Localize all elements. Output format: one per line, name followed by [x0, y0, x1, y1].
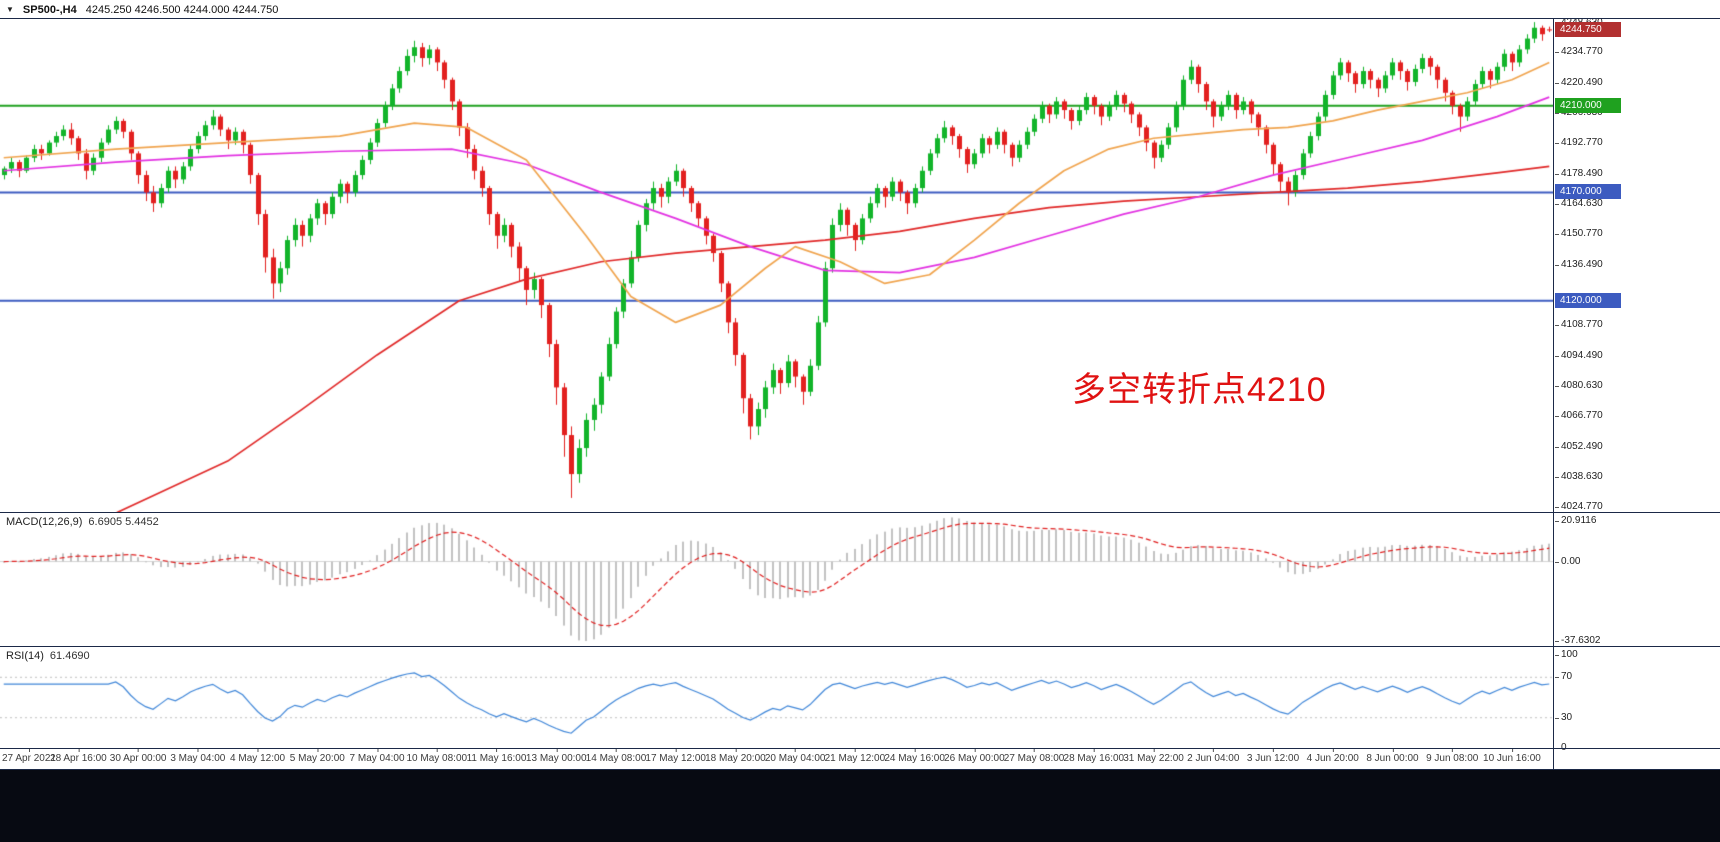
panel-separator	[0, 748, 1720, 749]
price-tick-label: 4108.770	[1555, 319, 1603, 331]
time-tick-label: 14 May 08:00	[585, 748, 647, 764]
time-tick-label: 31 May 22:00	[1123, 748, 1184, 764]
macd-values-text: 6.6905 5.4452	[88, 516, 159, 528]
time-tick-label: 21 May 12:00	[824, 748, 886, 764]
price-tick-label: 4136.490	[1555, 259, 1603, 271]
chart-annotation: 多空转折点4210	[1072, 371, 1327, 409]
price-badge-level: 4210.000	[1555, 97, 1621, 113]
rsi-tick-label: 70	[1554, 671, 1573, 683]
time-tick-label: 4 May 12:00	[230, 748, 286, 764]
price-badge-current: 4244.750	[1555, 22, 1621, 38]
time-tick-label: 24 May 16:00	[884, 748, 945, 764]
price-tick-label: 4052.490	[1555, 441, 1603, 453]
time-tick-label: 10 May 08:00	[406, 748, 468, 764]
time-tick-label: 27 Apr 2021	[2, 748, 56, 764]
time-tick-label: 7 May 04:00	[349, 748, 405, 764]
price-badge-level: 4170.000	[1555, 184, 1621, 200]
time-axis[interactable]: 27 Apr 2021 28 Apr 16:00 30 Apr 00:00 3 May…	[0, 748, 1553, 769]
time-tick-label: 8 Jun 00:00	[1366, 748, 1419, 764]
panel-separator	[0, 646, 1720, 647]
price-tick-label: 4094.490	[1555, 350, 1603, 362]
panel-separator	[0, 512, 1720, 513]
rsi-canvas[interactable]	[0, 647, 1553, 748]
time-tick-label: 13 May 00:00	[525, 748, 587, 764]
macd-canvas[interactable]	[0, 513, 1553, 646]
time-tick-label: 5 May 20:00	[289, 748, 345, 764]
price-tick-label: 4080.630	[1555, 380, 1603, 392]
time-tick-label: 18 May 20:00	[705, 748, 766, 764]
time-tick-label: 27 May 08:00	[1003, 748, 1065, 764]
macd-label-text: MACD(12,26,9)	[6, 516, 83, 528]
macd-indicator-label: MACD(12,26,9) 6.6905 5.4452	[6, 516, 159, 528]
time-tick-label: 30 Apr 00:00	[109, 748, 167, 764]
rsi-tick-label: 30	[1554, 711, 1573, 723]
time-tick-label: 2 Jun 04:00	[1187, 748, 1240, 764]
price-tick-label: 4192.770	[1555, 137, 1603, 149]
rsi-indicator-label: RSI(14) 61.4690	[6, 650, 90, 662]
rsi-tick-label: 100	[1555, 649, 1578, 660]
price-tick-label: 4150.770	[1555, 228, 1603, 240]
time-tick-label: 17 May 12:00	[645, 748, 707, 764]
price-tick-label: 4164.630	[1555, 198, 1603, 210]
macd-tick-label: 20.9116	[1554, 515, 1597, 526]
time-tick-label: 3 May 04:00	[170, 748, 226, 764]
macd-tick-label: 0.00	[1554, 555, 1581, 567]
symbol-dropdown-icon[interactable]: ▼	[6, 5, 14, 14]
time-tick-label: 26 May 00:00	[944, 748, 1005, 764]
time-tick-label: 20 May 04:00	[764, 748, 826, 764]
time-tick-label: 11 May 16:00	[466, 748, 527, 764]
price-axis[interactable]: 4248.6304234.7704220.4904206.6304192.770…	[1553, 17, 1720, 770]
price-tick-label: 4178.490	[1555, 168, 1603, 180]
window-bottom-bar	[0, 770, 1720, 842]
panel-separator	[0, 769, 1720, 770]
time-tick-label: 4 Jun 20:00	[1306, 748, 1359, 764]
chart-title-ohlc: 4245.250 4246.500 4244.000 4244.750	[85, 3, 279, 16]
price-badge-level: 4120.000	[1555, 292, 1621, 308]
price-tick-label: 4066.770	[1555, 410, 1603, 422]
price-tick-label: 4038.630	[1555, 471, 1603, 483]
main-chart-canvas[interactable]	[0, 18, 1553, 512]
chart-title-symbol: SP500-,H4	[22, 3, 77, 16]
time-tick-label: 3 Jun 12:00	[1246, 748, 1300, 764]
time-tick-label: 9 Jun 08:00	[1426, 748, 1479, 764]
panel-separator	[0, 18, 1720, 19]
price-tick-label: 4024.770	[1555, 501, 1603, 513]
price-tick-label: 4234.770	[1555, 46, 1603, 58]
price-tick-label: 4220.490	[1555, 77, 1603, 89]
time-tick-label: 10 Jun 16:00	[1483, 748, 1541, 764]
chart-title-bar: ▼ SP500-,H4 4245.250 4246.500 4244.000 4…	[6, 2, 278, 17]
macd-tick-label: -37.6302	[1554, 634, 1601, 646]
rsi-values-text: 61.4690	[49, 650, 90, 662]
rsi-label-text: RSI(14)	[6, 650, 44, 662]
time-tick-label: 28 May 16:00	[1063, 748, 1125, 764]
time-tick-label: 28 Apr 16:00	[50, 748, 107, 764]
